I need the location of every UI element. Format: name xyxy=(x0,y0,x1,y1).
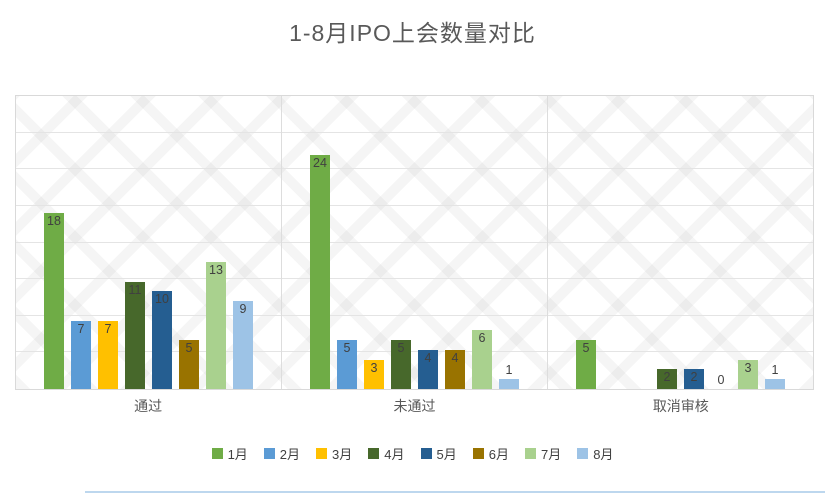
bar-6月-通过[interactable]: 5 xyxy=(179,340,199,389)
legend-item-5月[interactable]: 5月 xyxy=(420,444,457,463)
legend-swatch-icon xyxy=(368,448,380,459)
x-axis-label-未通过: 未通过 xyxy=(393,398,436,414)
data-label: 13 xyxy=(209,263,223,277)
data-label: 10 xyxy=(155,292,169,306)
data-label: 5 xyxy=(397,341,405,355)
bar-4月-通过[interactable]: 11 xyxy=(125,282,145,389)
legend-item-4月[interactable]: 4月 xyxy=(368,444,405,463)
bar-7月-取消审核[interactable]: 3 xyxy=(738,360,758,389)
legend-item-6月[interactable]: 6月 xyxy=(472,444,509,463)
data-label: 3 xyxy=(370,361,378,375)
bar-8月-取消审核[interactable]: 1 xyxy=(765,363,785,389)
data-label: 11 xyxy=(128,283,142,297)
data-label: 4 xyxy=(424,351,432,365)
data-label: 7 xyxy=(77,322,85,336)
x-axis-labels: 通过 未通过 取消审核 xyxy=(15,392,814,416)
category-group-取消审核: 5 2 2 0 3 1 xyxy=(548,96,813,389)
legend-swatch-icon xyxy=(316,448,328,459)
x-axis-label-取消审核: 取消审核 xyxy=(652,398,709,414)
legend-label: 4月 xyxy=(384,447,405,462)
bar-4月-取消审核[interactable]: 2 xyxy=(657,369,677,389)
gridline xyxy=(16,278,813,280)
legend-label: 2月 xyxy=(279,447,301,462)
bar-1月-未通过[interactable]: 24 xyxy=(310,155,330,389)
bar-8月-通过[interactable]: 9 xyxy=(233,301,253,389)
legend-swatch-icon xyxy=(420,448,432,459)
bar-5月-通过[interactable]: 10 xyxy=(152,291,172,389)
gridline xyxy=(16,241,813,243)
data-label: 0 xyxy=(717,373,725,387)
bottom-divider xyxy=(85,491,825,493)
gridline xyxy=(16,314,813,316)
data-label: 6 xyxy=(478,331,486,345)
plot-area: 18 7 7 11 10 5 13 9 24 5 3 5 4 4 6 1 5 2 2 0 3 1 xyxy=(15,95,814,390)
legend-item-8月[interactable]: 8月 xyxy=(577,444,613,463)
legend-item-2月[interactable]: 2月 xyxy=(263,444,301,463)
legend-swatch-icon xyxy=(263,448,275,459)
bar-3月-未通过[interactable]: 3 xyxy=(364,360,384,389)
gridline xyxy=(16,168,813,170)
data-label: 9 xyxy=(239,302,247,316)
data-label: 2 xyxy=(690,370,698,384)
data-label: 18 xyxy=(47,214,61,228)
data-label: 2 xyxy=(663,370,671,384)
bar-7月-通过[interactable]: 13 xyxy=(206,262,226,389)
data-label: 3 xyxy=(744,361,752,375)
legend-item-7月[interactable]: 7月 xyxy=(524,444,562,463)
category-group-通过: 18 7 7 11 10 5 13 9 xyxy=(16,96,282,389)
bar-2月-通过[interactable]: 7 xyxy=(71,321,91,389)
data-label: 5 xyxy=(582,341,590,355)
bar-1月-通过[interactable]: 18 xyxy=(44,213,64,389)
legend-label: 5月 xyxy=(436,447,457,462)
bar-8月-未通过[interactable]: 1 xyxy=(499,363,519,389)
legend-label: 6月 xyxy=(488,447,509,462)
bar-groups: 18 7 7 11 10 5 13 9 24 5 3 5 4 4 6 1 5 2 2 0 3 1 xyxy=(16,96,813,389)
data-label: 7 xyxy=(104,322,112,336)
legend-swatch-icon xyxy=(211,448,223,459)
gridline xyxy=(16,351,813,353)
legend-label: 3月 xyxy=(332,447,353,462)
bar-2月-未通过[interactable]: 5 xyxy=(337,340,357,389)
bar-5月-未通过[interactable]: 4 xyxy=(418,350,438,389)
data-label: 1 xyxy=(771,363,779,377)
legend-swatch-icon xyxy=(472,448,484,459)
data-label: 24 xyxy=(313,156,327,170)
legend-item-3月[interactable]: 3月 xyxy=(316,444,352,463)
bar-1月-取消审核[interactable]: 5 xyxy=(576,340,596,389)
category-group-未通过: 24 5 3 5 4 4 6 1 xyxy=(282,96,548,389)
bar-4月-未通过[interactable]: 5 xyxy=(391,340,411,389)
legend: 1月 2月 3月 4月 5月 6月 7月 8月 xyxy=(0,444,825,463)
legend-swatch-icon xyxy=(524,448,536,459)
bar-6月-未通过[interactable]: 4 xyxy=(445,350,465,389)
chart-title: 1-8月IPO上会数量对比 xyxy=(289,20,536,46)
data-label: 5 xyxy=(185,341,193,355)
bar-3月-通过[interactable]: 7 xyxy=(98,321,118,389)
legend-item-1月[interactable]: 1月 xyxy=(211,444,248,463)
data-label: 5 xyxy=(343,341,351,355)
bar-5月-取消审核[interactable]: 2 xyxy=(684,369,704,389)
x-axis-label-通过: 通过 xyxy=(134,398,163,414)
data-label: 4 xyxy=(451,351,459,365)
legend-swatch-icon xyxy=(577,448,589,459)
data-label: 1 xyxy=(505,363,513,377)
legend-label: 8月 xyxy=(593,447,614,462)
bar-7月-未通过[interactable]: 6 xyxy=(472,330,492,389)
legend-label: 7月 xyxy=(540,447,562,462)
gridline xyxy=(16,131,813,133)
legend-label: 1月 xyxy=(227,447,248,462)
gridline xyxy=(16,204,813,206)
